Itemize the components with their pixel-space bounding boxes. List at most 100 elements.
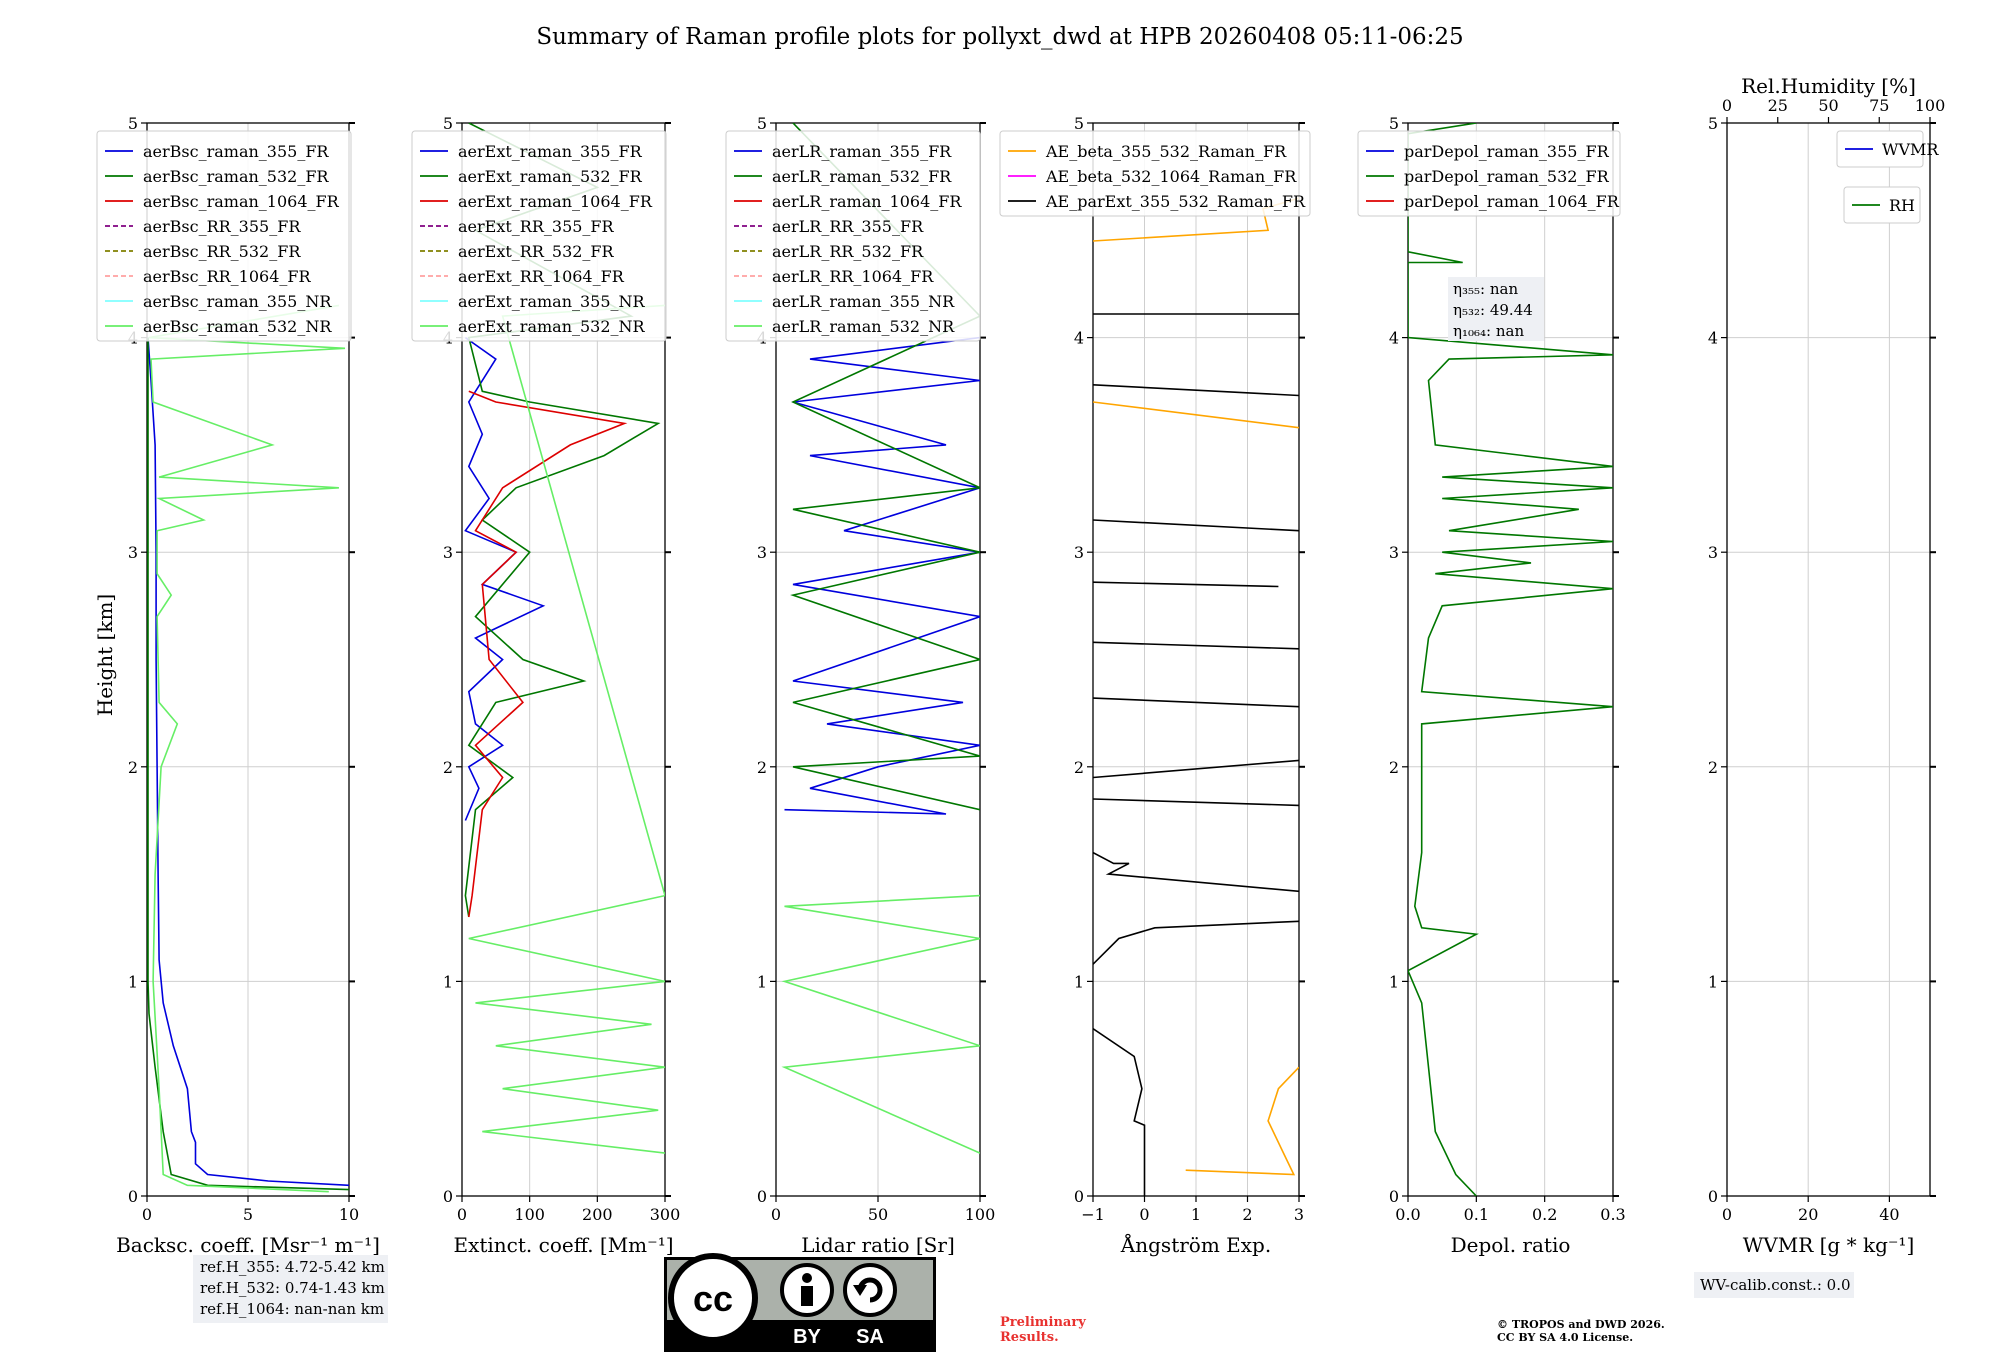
legend-entry: aerExt_raman_1064_FR <box>458 192 653 211</box>
panel-0: 0123450510Backsc. coeff. [Msr⁻¹ m⁻¹]aerB… <box>96 114 380 1257</box>
x-tick-label: −1 <box>1081 1205 1105 1224</box>
legend-entry: aerExt_RR_1064_FR <box>458 267 625 286</box>
x-axis-label: Depol. ratio <box>1451 1233 1571 1257</box>
panel-1: 0123450100200300Extinct. coeff. [Mm⁻¹]ae… <box>411 114 680 1257</box>
y-tick-label: 5 <box>443 114 453 133</box>
y-tick-label: 4 <box>1074 329 1084 348</box>
y-tick-label: 1 <box>757 972 767 991</box>
series-AE_parExt_355_532_Raman_FR_i <box>1093 519 1299 532</box>
series-AE_parExt_355_532_Raman_FR_e <box>1093 759 1299 779</box>
x-tick-label: 40 <box>1879 1205 1899 1224</box>
eta-355: η₃₅₅: nan <box>1453 280 1518 298</box>
series-AE_parExt_355_532_Raman_FR_d <box>1093 798 1299 807</box>
x-tick-label: 100 <box>965 1205 996 1224</box>
series-group <box>147 304 349 1193</box>
legend-entry: AE_beta_532_1064_Raman_FR <box>1045 167 1297 186</box>
x-axis-label: Backsc. coeff. [Msr⁻¹ m⁻¹] <box>116 1233 380 1257</box>
eta-box: η₃₅₅: nan η₅₃₂: 49.44 η₁₀₆₄: nan <box>1448 277 1544 341</box>
y-tick-label: 5 <box>1389 114 1399 133</box>
ref-h-532: ref.H_532: 0.74-1.43 km <box>200 1279 385 1297</box>
x-tick-label: 50 <box>868 1205 888 1224</box>
y-tick-label: 5 <box>1708 114 1718 133</box>
copyright-line-2: CC BY SA 4.0 License. <box>1497 1331 1633 1344</box>
series-aerLR_raman_355_FR <box>784 336 980 815</box>
y-tick-label: 3 <box>1708 543 1718 562</box>
series-aerBsc_raman_532_NR <box>148 304 346 1193</box>
series-group <box>781 123 980 1154</box>
series-group <box>1408 123 1613 1196</box>
legend-entry: aerLR_RR_532_FR <box>772 242 924 261</box>
series-AE_parExt_355_532_Raman_FR_g <box>1093 641 1299 650</box>
y-tick-label: 0 <box>1389 1187 1399 1206</box>
legend-entry: aerLR_raman_355_FR <box>772 142 952 161</box>
x-tick-label: 0 <box>1139 1205 1149 1224</box>
y-tick-label: 1 <box>1708 972 1718 991</box>
legend-rh-frame <box>1843 186 1921 224</box>
y-tick-label: 2 <box>1708 758 1718 777</box>
x-axis-label: Ångström Exp. <box>1120 1232 1271 1257</box>
x-tick-label: 0 <box>1722 1205 1732 1224</box>
y-tick-label: 3 <box>1074 543 1084 562</box>
y-tick-label: 5 <box>1074 114 1084 133</box>
x-tick-label: 1 <box>1191 1205 1201 1224</box>
figure-title: Summary of Raman profile plots for polly… <box>536 24 1463 50</box>
x-axis-label: WVMR [g * kg⁻¹] <box>1743 1233 1915 1257</box>
axes-frame <box>1407 122 1614 1197</box>
legend-entry: AE_parExt_355_532_Raman_FR <box>1045 192 1306 211</box>
ref-h-355: ref.H_355: 4.72-5.42 km <box>200 1258 385 1276</box>
legend: aerLR_raman_355_FR aerLR_raman_532_FR aerL… <box>725 130 981 342</box>
legend-entry: aerBsc_RR_532_FR <box>143 242 301 261</box>
legend-entry: aerLR_raman_355_NR <box>772 292 955 311</box>
legend-entry: aerLR_RR_355_FR <box>772 217 924 236</box>
y-tick-label: 3 <box>1389 543 1399 562</box>
top-tick-label: 75 <box>1869 96 1889 115</box>
x-axis-label: Lidar ratio [Sr] <box>801 1233 955 1257</box>
x-tick-label: 0.2 <box>1532 1205 1557 1224</box>
top-axis-label: Rel.Humidity [%] <box>1741 74 1916 98</box>
wv-calib-box: WV-calib.const.: 0.0 <box>1694 1272 1854 1298</box>
series-AE_parExt_355_532_Raman_FR_b <box>1093 920 1299 965</box>
y-tick-label: 0 <box>443 1187 453 1206</box>
cc-license-logo: cc BY SA <box>664 1253 936 1352</box>
y-tick-label: 2 <box>443 758 453 777</box>
y-tick-label: 0 <box>1708 1187 1718 1206</box>
legend-entry: parDepol_raman_1064_FR <box>1404 192 1620 211</box>
legend-frame <box>411 130 667 342</box>
legend: aerExt_raman_355_FR aerExt_raman_532_FRae… <box>411 130 667 342</box>
y-tick-label: 5 <box>757 114 767 133</box>
ref-h-1064: ref.H_1064: nan-nan km <box>200 1300 384 1318</box>
legend-entry: aerExt_raman_532_FR <box>458 167 643 186</box>
eta-532: η₅₃₂: 49.44 <box>1453 301 1533 319</box>
y-tick-label: 5 <box>128 114 138 133</box>
series-AE_parExt_355_532_Raman_FR_h <box>1093 581 1279 588</box>
legend-frame <box>999 130 1311 217</box>
panel-4: 0 1 2 3 4 5 0.0 0.1 0.2 0.3 Depol. ratio parDepol_r… <box>1357 114 1626 1257</box>
legend-entry: aerBsc_raman_532_NR <box>143 317 332 336</box>
x-tick-label: 0 <box>142 1205 152 1224</box>
y-tick-label: 0 <box>757 1187 767 1206</box>
y-tick-label: 1 <box>1074 972 1084 991</box>
preliminary-line-2: Results. <box>1000 1330 1059 1345</box>
wv-calib-const: WV-calib.const.: 0.0 <box>1700 1276 1851 1294</box>
y-tick-label: 3 <box>128 543 138 562</box>
legend-entry: parDepol_raman_532_FR <box>1404 167 1610 186</box>
y-tick-label: 4 <box>1389 329 1399 348</box>
y-tick-label: 2 <box>757 758 767 777</box>
y-tick-label: 1 <box>128 972 138 991</box>
x-tick-label: 20 <box>1798 1205 1818 1224</box>
legend-frame <box>1357 130 1621 217</box>
panels: 0123450510Backsc. coeff. [Msr⁻¹ m⁻¹]aerB… <box>96 74 1945 1257</box>
legend-entry: aerExt_raman_532_NR <box>458 317 646 336</box>
legend: parDepol_raman_355_FR parDepol_raman_532_… <box>1357 130 1621 217</box>
sa-share-icon <box>843 1263 897 1317</box>
x-tick-label: 0.0 <box>1395 1205 1420 1224</box>
series-AE_parExt_355_532_Raman_FR_j <box>1093 384 1299 397</box>
axes-frame <box>146 122 350 1197</box>
y-tick-label: 0 <box>128 1187 138 1206</box>
legend-entry: aerBsc_raman_1064_FR <box>143 192 340 211</box>
top-tick-label: 0 <box>1722 96 1732 115</box>
cc-text: cc <box>693 1278 733 1319</box>
legend-entry: RH <box>1889 196 1915 215</box>
